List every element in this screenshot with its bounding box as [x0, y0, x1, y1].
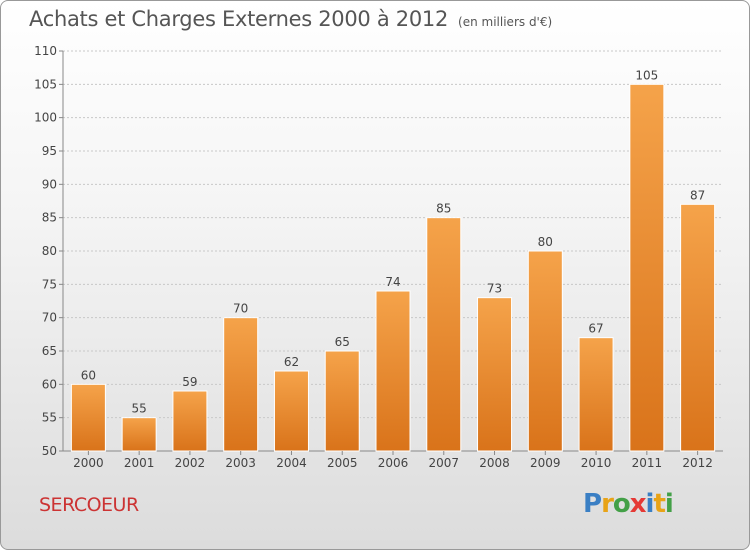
- x-tick-label: 2011: [632, 456, 663, 470]
- bar: [527, 250, 563, 452]
- bar-value-label: 70: [233, 302, 248, 316]
- town-label: SERCOEUR: [39, 494, 139, 516]
- bar: [629, 83, 665, 452]
- y-tick-label: 65: [42, 344, 57, 358]
- x-tick-label: 2008: [479, 456, 510, 470]
- bar-value-label: 85: [436, 202, 451, 216]
- x-tick-label: 2005: [327, 456, 358, 470]
- bar: [375, 290, 411, 452]
- logo-letter: P: [583, 489, 602, 519]
- logo-letter: x: [629, 489, 647, 519]
- y-tick-label: 80: [42, 244, 57, 258]
- y-tick-label: 90: [42, 177, 57, 191]
- y-tick-label: 50: [42, 444, 57, 458]
- x-tick-label: 2010: [581, 456, 612, 470]
- bar: [324, 350, 360, 452]
- y-tick-label: 60: [42, 377, 57, 391]
- bar: [680, 203, 716, 452]
- chart-title-text: Achats et Charges Externes 2000 à 2012: [29, 7, 449, 31]
- logo-letter: i: [645, 489, 655, 519]
- y-tick-label: 100: [34, 111, 57, 125]
- x-tick-label: 2004: [276, 456, 307, 470]
- bar-value-label: 60: [81, 368, 96, 382]
- logo-letter: o: [612, 489, 631, 519]
- chart-subtitle: (en milliers d'€): [458, 15, 553, 29]
- bar: [121, 417, 157, 452]
- y-tick-label: 75: [42, 277, 57, 291]
- logo-letter: t: [653, 489, 665, 519]
- bar-value-label: 105: [635, 68, 658, 82]
- y-tick-label: 55: [42, 411, 57, 425]
- logo-letter: r: [601, 489, 614, 519]
- bar: [273, 370, 309, 452]
- bar-value-label: 55: [132, 402, 147, 416]
- bar-value-label: 73: [487, 282, 502, 296]
- bar-value-label: 87: [690, 188, 705, 202]
- bar: [70, 383, 106, 452]
- y-tick-label: 105: [34, 77, 57, 91]
- bar: [426, 217, 462, 452]
- x-tick-label: 2001: [124, 456, 155, 470]
- bar: [578, 337, 614, 452]
- chart-title: Achats et Charges Externes 2000 à 2012 (e…: [29, 7, 552, 31]
- x-tick-label: 2007: [428, 456, 459, 470]
- x-tick-label: 2006: [378, 456, 409, 470]
- bar-value-label: 80: [538, 235, 553, 249]
- bar-value-label: 74: [385, 275, 400, 289]
- y-tick-label: 85: [42, 211, 57, 225]
- proxiti-logo: Proxiti: [583, 489, 674, 519]
- bar-value-label: 59: [182, 375, 197, 389]
- x-tick-label: 2002: [175, 456, 206, 470]
- bar: [223, 317, 259, 452]
- bar: [172, 390, 208, 452]
- y-tick-label: 110: [34, 44, 57, 58]
- x-tick-label: 2012: [682, 456, 713, 470]
- x-tick-label: 2003: [225, 456, 256, 470]
- x-tick-label: 2000: [73, 456, 104, 470]
- y-tick-label: 70: [42, 311, 57, 325]
- bar-value-label: 67: [588, 322, 603, 336]
- y-tick-label: 95: [42, 144, 57, 158]
- bar-value-label: 65: [335, 335, 350, 349]
- x-tick-label: 2009: [530, 456, 561, 470]
- bar: [477, 297, 513, 452]
- bar-value-label: 62: [284, 355, 299, 369]
- logo-letter: i: [664, 489, 674, 519]
